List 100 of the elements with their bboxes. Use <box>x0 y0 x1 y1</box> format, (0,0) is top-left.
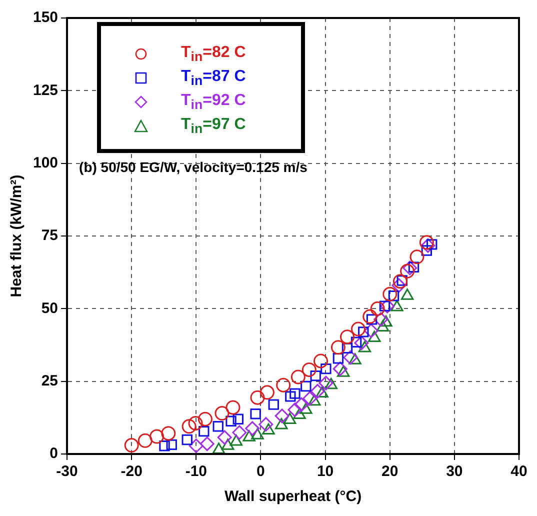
point <box>214 406 230 421</box>
point <box>232 425 247 440</box>
x-tick-label: 30 <box>446 463 463 480</box>
point <box>258 417 274 432</box>
legend-label: T$_{in}$=87 C <box>181 68 246 88</box>
point <box>332 353 344 364</box>
point <box>250 390 265 405</box>
point <box>392 274 408 289</box>
point <box>198 412 212 426</box>
y-tick-label: 150 <box>32 9 58 26</box>
x-tick-label: 20 <box>382 463 398 480</box>
point <box>336 366 350 377</box>
point <box>275 418 288 430</box>
x-tick-label: -10 <box>185 463 208 480</box>
point <box>226 400 240 415</box>
point <box>283 412 296 424</box>
y-tick-label: 125 <box>32 82 58 99</box>
annotation: (b) 50/50 EG/W, velocity=0.125 m/s <box>79 158 308 175</box>
point <box>161 426 176 441</box>
point <box>217 430 232 445</box>
point <box>419 235 434 250</box>
point <box>226 416 236 426</box>
legend-label: T$_{in}$=92 C <box>181 92 246 112</box>
point <box>310 370 321 382</box>
point <box>288 402 302 418</box>
x-axis-title: Wall superheat (°C) <box>224 488 362 506</box>
y-axis-title: Heat flux (kW/m²) <box>8 174 26 298</box>
x-tick-label: 0 <box>256 463 265 480</box>
point <box>316 386 328 398</box>
x-tick-label: 10 <box>316 463 334 480</box>
point <box>212 442 226 454</box>
point <box>392 278 406 293</box>
point <box>251 428 264 440</box>
point <box>182 419 196 434</box>
point <box>124 438 139 453</box>
point <box>232 414 244 424</box>
point <box>166 439 177 450</box>
x-tick-label: -30 <box>56 463 78 480</box>
point <box>370 301 385 316</box>
point <box>242 430 256 442</box>
point <box>293 408 306 420</box>
point <box>320 363 332 374</box>
point <box>300 402 312 414</box>
point <box>230 434 243 446</box>
point <box>276 378 291 392</box>
point <box>374 312 388 327</box>
y-tick-label: 100 <box>32 154 58 172</box>
x-tick-label: 40 <box>510 463 528 480</box>
point <box>324 378 338 390</box>
point <box>330 340 346 355</box>
point <box>420 238 436 253</box>
point <box>245 421 260 436</box>
y-tick-label: 75 <box>41 227 58 244</box>
point <box>285 391 296 402</box>
point <box>290 370 306 384</box>
point <box>400 264 415 278</box>
y-tick-label: 0 <box>50 445 58 462</box>
point <box>318 376 334 390</box>
point <box>260 385 274 400</box>
point <box>362 309 378 324</box>
point <box>182 434 192 446</box>
point <box>376 320 390 332</box>
point <box>159 440 170 452</box>
point <box>340 330 354 344</box>
y-tick-label: 50 <box>41 300 58 317</box>
point <box>302 391 318 406</box>
point <box>262 423 275 434</box>
point <box>268 399 279 410</box>
point <box>364 324 378 338</box>
point <box>138 433 152 448</box>
point <box>188 416 203 430</box>
point <box>302 362 316 377</box>
legend-label: T$_{in}$=82 C <box>181 44 246 64</box>
legend-label: T$_{in}$=97 C <box>181 116 246 136</box>
point <box>294 397 309 412</box>
point <box>198 426 210 437</box>
point <box>300 380 312 392</box>
point <box>342 342 353 354</box>
point <box>410 250 424 264</box>
point <box>310 384 325 398</box>
point <box>380 298 395 314</box>
point <box>188 438 204 454</box>
point <box>274 408 290 424</box>
point <box>368 330 381 342</box>
x-tick-label: -20 <box>120 463 142 480</box>
point <box>350 322 366 336</box>
point <box>290 388 300 399</box>
point <box>343 350 358 365</box>
point <box>150 429 164 444</box>
point <box>308 394 321 406</box>
point <box>212 421 224 432</box>
point <box>221 438 234 450</box>
point <box>314 354 328 368</box>
y-tick-label: 25 <box>41 372 58 390</box>
point <box>382 286 398 302</box>
point <box>200 436 214 452</box>
point <box>402 260 418 276</box>
point <box>250 408 261 420</box>
point <box>354 336 369 350</box>
point <box>332 362 348 376</box>
